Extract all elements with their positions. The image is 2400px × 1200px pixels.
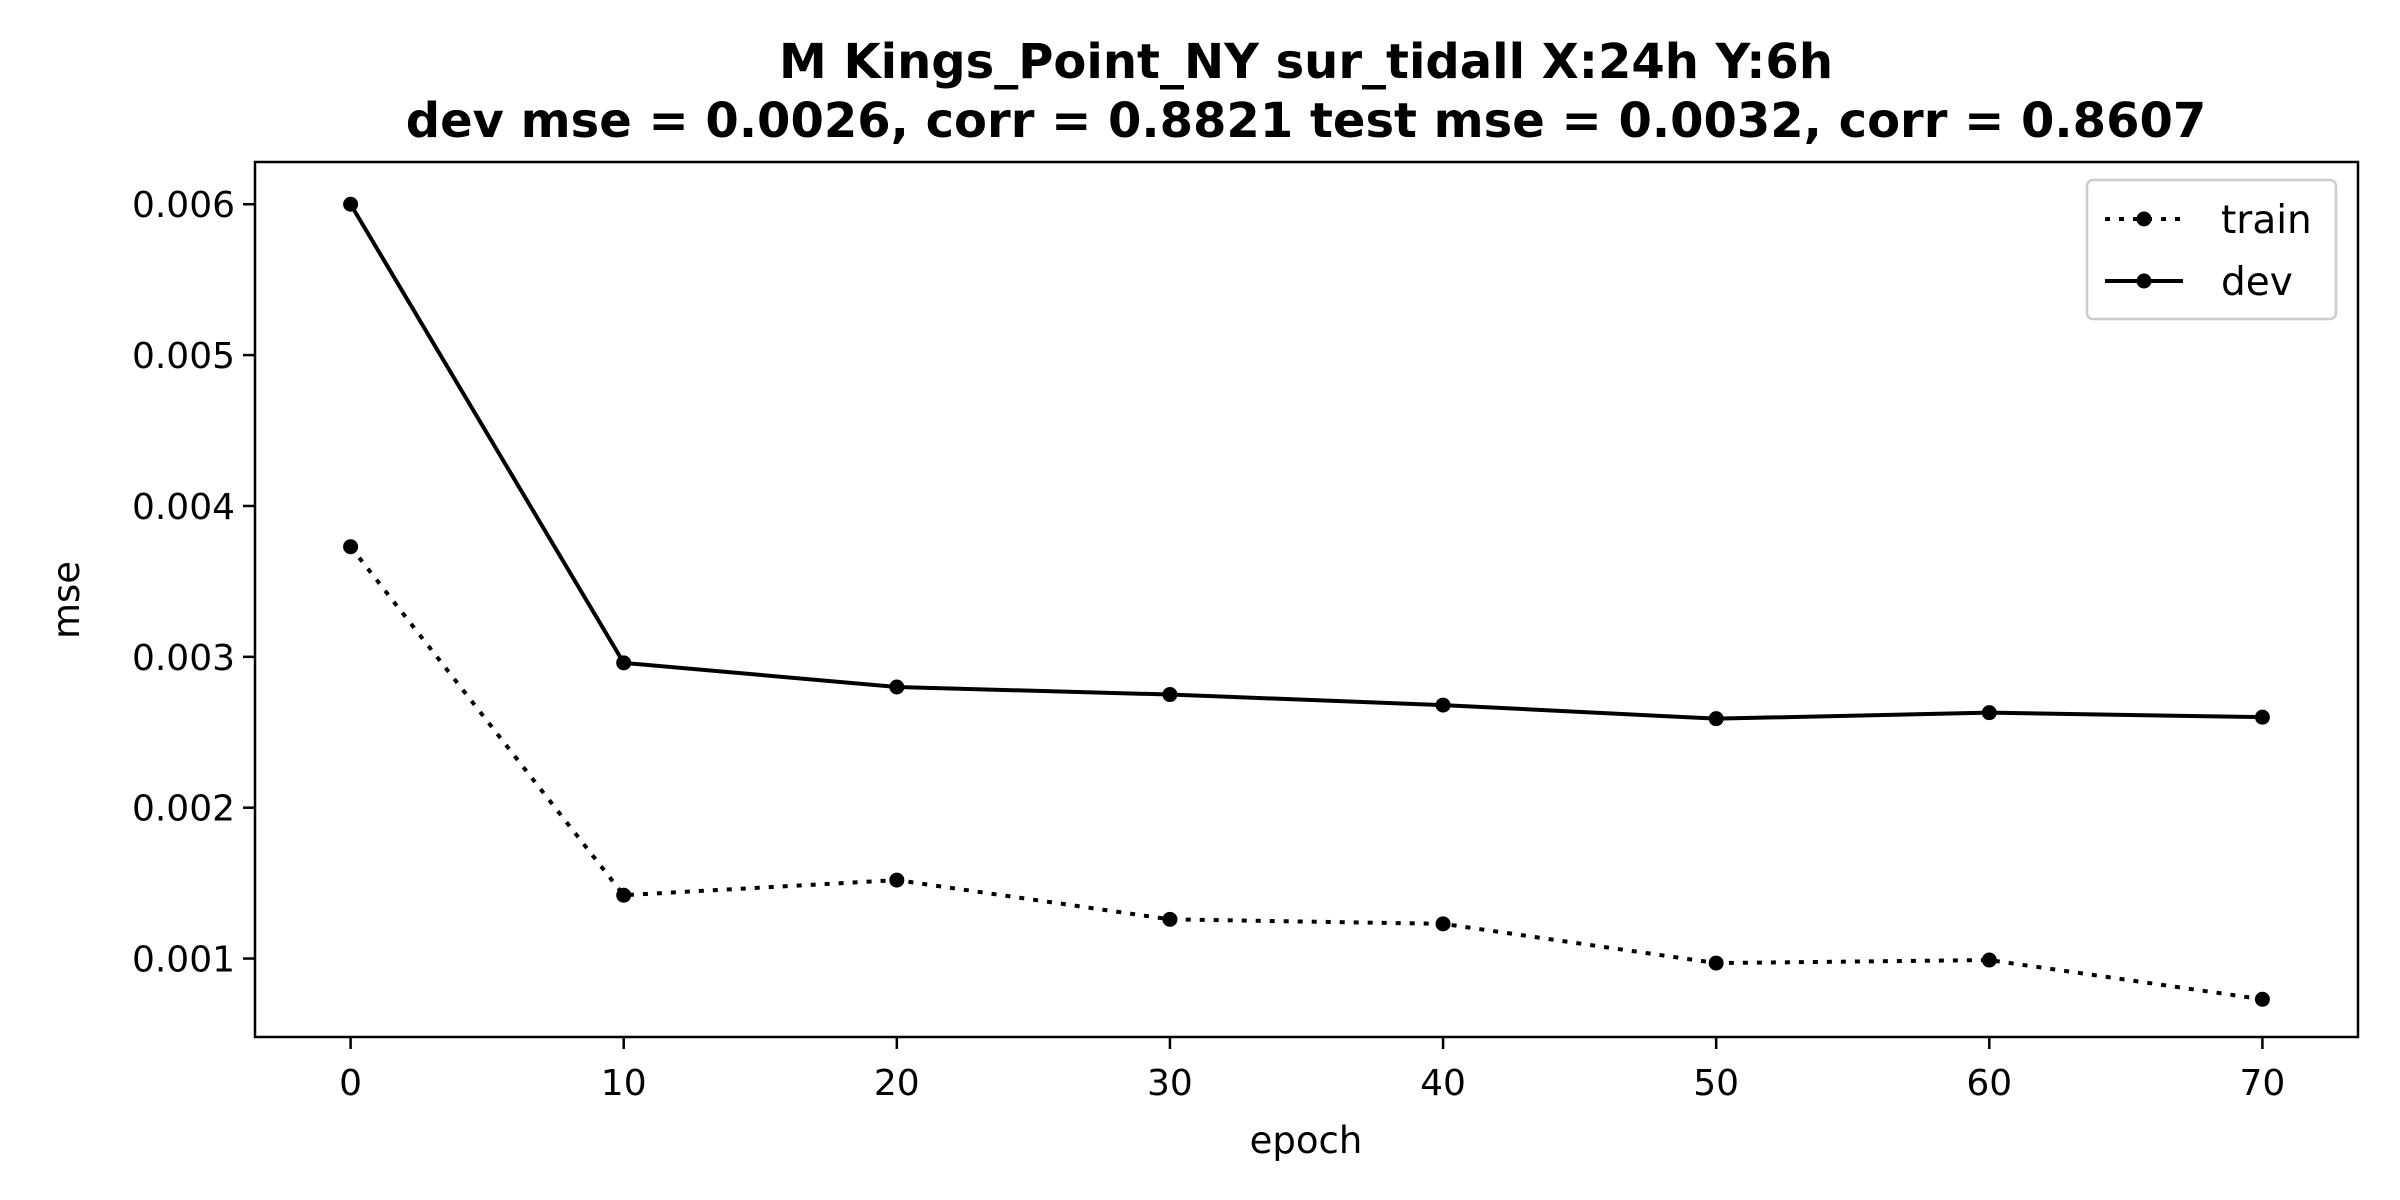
data-point-train <box>1162 911 1178 927</box>
plot-area <box>253 160 2360 1039</box>
data-point-train <box>1435 916 1451 932</box>
data-point-dev <box>1981 705 1997 721</box>
data-point-dev <box>616 655 632 671</box>
series-line-dev <box>348 203 2263 721</box>
legend-label-train: train <box>2221 198 2312 243</box>
chart-subtitle: dev mse = 0.0026, corr = 0.8821 test mse… <box>406 93 2207 149</box>
x-tick-label: 0 <box>339 1063 362 1104</box>
data-point-train <box>889 872 905 888</box>
legend-item-dev: dev <box>2105 260 2293 305</box>
x-axis-label: epoch <box>1250 1119 1363 1162</box>
data-point-train <box>1708 955 1724 971</box>
x-tick-label: 30 <box>1147 1063 1193 1104</box>
x-tick-label: 60 <box>1966 1063 2012 1104</box>
x-axis: 0 10 20 30 40 50 60 70 <box>339 1037 2285 1104</box>
y-tick-label: 0.004 <box>132 487 235 528</box>
x-tick-label: 20 <box>874 1063 920 1104</box>
legend-marker-dev <box>2136 273 2152 289</box>
x-tick-label: 40 <box>1420 1063 1466 1104</box>
data-point-train <box>2254 991 2270 1007</box>
y-axis-label: mse <box>45 561 88 639</box>
legend-marker-train <box>2136 211 2152 227</box>
plot-frame <box>253 160 2360 1039</box>
y-tick-label: 0.001 <box>132 940 235 981</box>
data-point-train <box>1981 952 1997 968</box>
series-dev <box>343 196 2270 727</box>
y-tick-label: 0.005 <box>132 336 235 377</box>
legend: train dev <box>2085 178 2338 321</box>
data-point-dev <box>1708 711 1724 727</box>
legend-items: train dev <box>2105 198 2312 305</box>
legend-label-dev: dev <box>2221 260 2293 305</box>
legend-item-train: train <box>2105 198 2312 243</box>
data-point-dev <box>1162 687 1178 703</box>
y-tick-label: 0.003 <box>132 638 235 679</box>
series-layer <box>343 196 2270 1007</box>
data-point-dev <box>889 679 905 695</box>
data-point-dev <box>343 196 359 212</box>
chart-title: M Kings_Point_NY sur_tidall X:24h Y:6h <box>779 34 1833 90</box>
y-axis: 0.001 0.002 0.003 0.004 0.005 0.006 <box>132 185 255 981</box>
x-tick-label: 70 <box>2240 1063 2286 1104</box>
x-tick-label: 50 <box>1693 1063 1739 1104</box>
y-tick-label: 0.006 <box>132 185 235 226</box>
y-tick-label: 0.002 <box>132 789 235 830</box>
data-point-dev <box>2254 709 2270 725</box>
data-point-dev <box>1435 697 1451 713</box>
series-line-train <box>349 545 2263 1002</box>
series-train <box>343 539 2270 1007</box>
data-point-train <box>343 539 359 555</box>
data-point-train <box>616 887 632 903</box>
x-tick-label: 10 <box>601 1063 647 1104</box>
